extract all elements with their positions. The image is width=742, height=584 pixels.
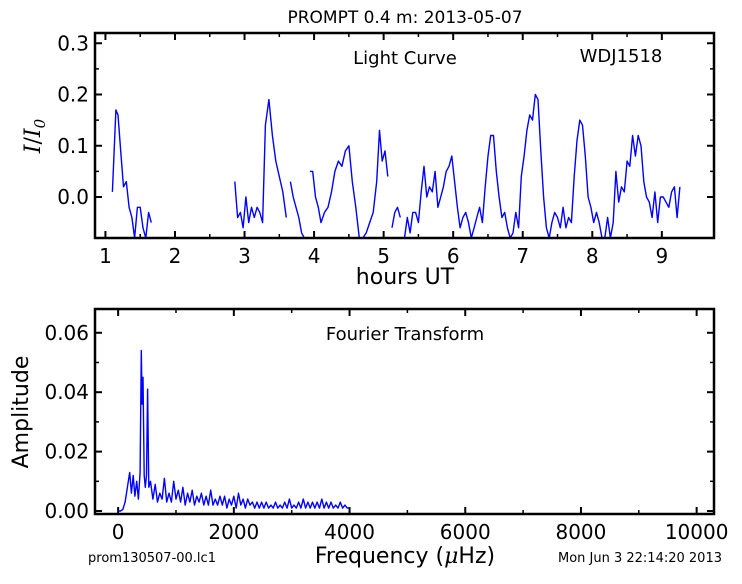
fourier-y-tick-label: 0.04 [44,380,89,404]
fourier-y-tick-label: 0.02 [44,440,89,464]
fourier-series-line [118,349,350,512]
fourier-x-tick-labels: 0 2000 4000 6000 8000 10000 [112,520,729,544]
fourier-x-tick-label: 2000 [208,520,259,544]
light-curve-y-tick-label: 0.1 [57,134,89,158]
light-curve-annotation: Light Curve [353,48,457,69]
fourier-frame [93,307,716,516]
fourier-y-tick-label: 0.06 [44,321,89,345]
light-curve-x-tick-label: 2 [169,244,182,268]
light-curve-x-axis-label: hours UT [356,265,455,290]
light-curve-frame [93,31,716,240]
light-curve-series-line [234,98,287,229]
fourier-x-tick-label: 10000 [665,520,729,544]
light-curve-series-line [289,181,305,238]
fourier-x-tick-label: 8000 [555,520,606,544]
figure-title: PROMPT 0.4 m: 2013-05-07 [287,8,522,28]
fourier-y-tick-label: 0.00 [44,499,89,523]
light-curve-y-axis-label: I/I0 [21,118,49,154]
light-curve-x-tick-labels: 1 2 3 4 5 6 7 8 9 [99,244,668,268]
light-curve-series-line [391,206,401,228]
fourier-x-axis-label: Frequency (μHz) [315,544,495,569]
y-label-reference: I [21,127,46,138]
light-curve-y-tick-labels: 0.0 0.1 0.2 0.3 [57,31,89,209]
target-name-annotation: WDJ1518 [580,46,663,67]
fourier-annotation: Fourier Transform [326,324,484,345]
light-curve-x-tick-label: 5 [377,244,390,268]
light-curve-x-tick-label: 4 [308,244,321,268]
light-curve-x-tick-label: 9 [655,244,668,268]
light-curve-y-tick-label: 0.3 [57,31,89,55]
y-label-subscript: 0 [31,118,49,128]
light-curve-x-tick-label: 1 [99,244,112,268]
light-curve-y-tick-label: 0.0 [57,185,89,209]
light-curve-x-tick-label: 8 [586,244,599,268]
fourier-y-tick-labels: 0.00 0.02 0.04 0.06 [44,321,89,523]
footer-timestamp: Mon Jun 3 22:14:20 2013 [558,551,722,566]
fourier-panel: Fourier Transform 0 2000 4000 6000 8000 10000… [9,307,729,569]
light-curve-series-line [309,129,389,238]
light-curve-x-tick-label: 7 [516,244,529,268]
fourier-x-tick-label: 6000 [440,520,491,544]
light-curve-x-tick-label: 6 [447,244,460,268]
fourier-series [118,349,350,512]
light-curve-series-line [403,93,681,238]
fourier-x-tick-label: 0 [112,520,125,544]
x-label-suffix: Hz) [458,544,495,569]
light-curve-series [111,93,681,238]
y-label-intensity: I [21,143,46,154]
footer-filename: prom130507-00.lc1 [88,551,216,566]
y-label-separator: / [21,136,46,144]
light-curve-series-line [111,109,152,238]
x-label-mu: μ [444,544,458,569]
fourier-x-tick-label: 4000 [324,520,375,544]
light-curve-x-tick-label: 3 [238,244,251,268]
fourier-y-axis-label: Amplitude [9,356,34,469]
light-curve-y-tick-label: 0.2 [57,83,89,107]
x-label-prefix: Frequency ( [315,544,444,569]
